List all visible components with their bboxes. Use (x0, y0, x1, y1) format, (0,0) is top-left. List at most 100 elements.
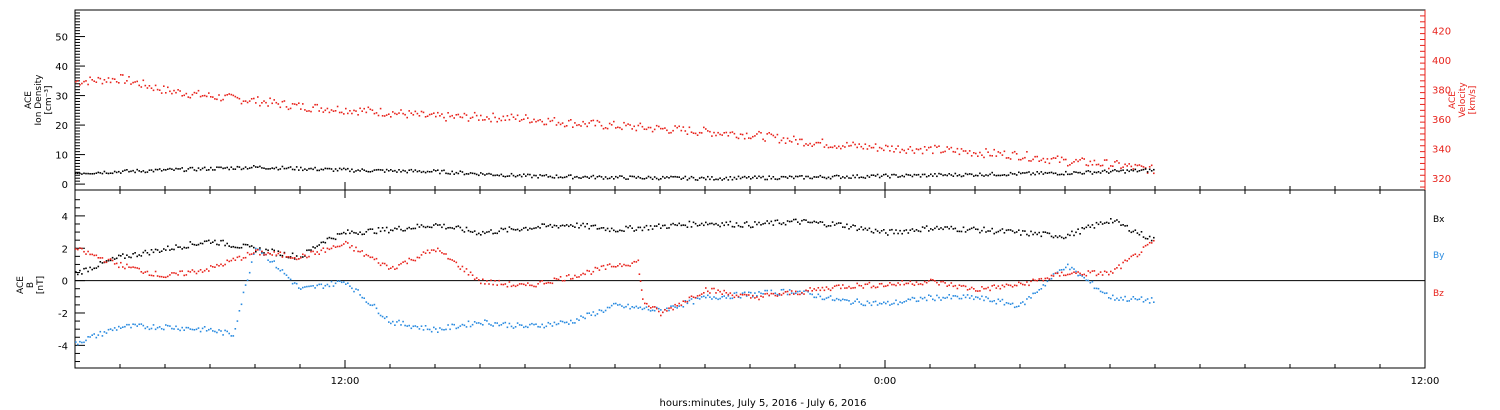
data-point (525, 114, 527, 116)
data-point (748, 224, 750, 227)
data-point (970, 227, 973, 230)
data-point (77, 80, 79, 82)
data-point (236, 320, 239, 322)
data-point (461, 116, 464, 119)
data-point (218, 265, 220, 267)
data-point (559, 225, 562, 227)
data-point (191, 243, 194, 245)
data-point (447, 324, 449, 326)
data-point (340, 244, 343, 247)
data-point (324, 109, 327, 112)
data-point (870, 174, 873, 176)
data-point (156, 249, 159, 251)
data-point (408, 226, 410, 229)
data-point (923, 146, 926, 148)
series-Bz (75, 239, 1155, 317)
data-point (874, 286, 877, 289)
data-point (817, 141, 820, 144)
data-point (332, 110, 335, 112)
data-point (983, 156, 985, 159)
data-point (772, 176, 775, 178)
data-point (535, 285, 537, 288)
data-point (568, 323, 570, 325)
data-point (1046, 232, 1049, 234)
data-point (668, 132, 670, 134)
data-point (475, 173, 478, 176)
data-point (195, 244, 198, 246)
data-point (764, 222, 766, 225)
data-point (741, 176, 744, 179)
data-point (1089, 170, 1092, 173)
data-point (700, 176, 703, 179)
data-point (1009, 284, 1012, 287)
data-point (338, 233, 341, 235)
data-point (563, 279, 566, 282)
data-point (453, 323, 455, 326)
data-point (113, 78, 116, 80)
data-point (300, 257, 302, 259)
data-point (948, 284, 950, 287)
data-point (774, 294, 777, 297)
data-point (347, 167, 349, 170)
data-point (711, 287, 713, 290)
data-point (138, 267, 140, 270)
data-point (899, 283, 901, 286)
data-point (803, 219, 805, 221)
data-point (582, 316, 584, 319)
data-point (803, 178, 805, 180)
data-point (580, 224, 582, 227)
data-point (385, 316, 388, 318)
data-point (876, 230, 879, 232)
data-point (797, 175, 799, 178)
data-point (692, 221, 695, 224)
data-point (449, 328, 451, 331)
data-point (921, 152, 924, 155)
data-point (1128, 163, 1130, 165)
legend-Bz: Bz (1433, 289, 1444, 299)
data-point (275, 101, 278, 104)
data-point (682, 306, 685, 308)
data-point (122, 266, 124, 268)
data-point (1073, 234, 1075, 237)
data-point (79, 269, 81, 272)
data-point (1044, 284, 1047, 287)
data-point (520, 324, 523, 326)
data-point (361, 110, 363, 112)
data-point (379, 314, 382, 317)
data-point (645, 224, 648, 227)
data-point (561, 176, 564, 179)
data-point (840, 287, 842, 290)
data-point (1112, 165, 1114, 167)
data-point (934, 173, 936, 175)
data-point (189, 96, 192, 99)
data-point (1126, 169, 1128, 171)
data-point (598, 121, 601, 123)
data-point (132, 169, 134, 172)
data-point (584, 317, 586, 320)
data-point (1110, 170, 1112, 173)
data-point (907, 174, 910, 176)
data-point (163, 276, 165, 278)
data-point (250, 245, 253, 247)
data-point (1052, 172, 1055, 175)
data-point (981, 295, 983, 298)
data-point (537, 283, 539, 285)
data-point (1144, 244, 1147, 247)
data-point (1040, 159, 1043, 162)
data-point (617, 304, 619, 306)
data-point (707, 130, 709, 132)
data-point (1142, 236, 1145, 238)
data-point (498, 174, 500, 177)
data-point (1011, 151, 1014, 154)
data-point (989, 300, 991, 303)
data-point (938, 284, 940, 286)
data-point (482, 324, 484, 326)
data-point (997, 298, 1000, 301)
data-point (819, 221, 822, 223)
data-point (1136, 164, 1139, 167)
data-point (502, 322, 505, 325)
data-point (696, 134, 699, 136)
data-point (737, 295, 740, 298)
data-point (750, 137, 752, 140)
data-point (1122, 224, 1124, 226)
